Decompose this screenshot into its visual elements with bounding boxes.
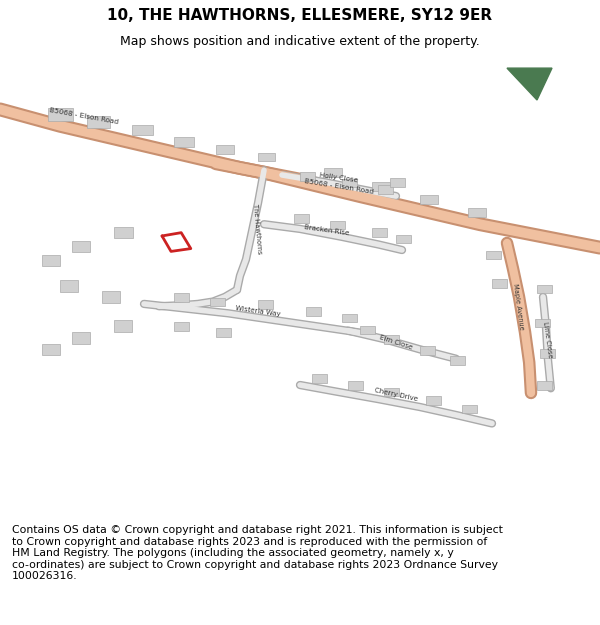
- Bar: [174, 293, 189, 301]
- Bar: [300, 172, 315, 181]
- Text: Map shows position and indicative extent of the property.: Map shows position and indicative extent…: [120, 34, 480, 48]
- Bar: [306, 307, 321, 316]
- Bar: [258, 152, 275, 161]
- Bar: [486, 251, 501, 259]
- Bar: [492, 279, 507, 288]
- Bar: [42, 255, 60, 266]
- Bar: [537, 381, 552, 390]
- Text: The Hawthorns: The Hawthorns: [251, 204, 262, 254]
- Bar: [294, 214, 309, 222]
- Bar: [420, 346, 435, 354]
- Bar: [174, 322, 189, 331]
- Text: Contains OS data © Crown copyright and database right 2021. This information is : Contains OS data © Crown copyright and d…: [12, 525, 503, 581]
- Bar: [216, 144, 234, 154]
- Text: Elm Close: Elm Close: [379, 334, 413, 351]
- Bar: [360, 326, 375, 334]
- Bar: [396, 234, 411, 243]
- Bar: [87, 116, 110, 128]
- Bar: [468, 208, 486, 217]
- Bar: [384, 335, 399, 344]
- Bar: [535, 319, 550, 328]
- Bar: [258, 300, 273, 309]
- Bar: [132, 125, 153, 135]
- Text: Cherry Drive: Cherry Drive: [374, 387, 418, 402]
- Text: Lime Close: Lime Close: [542, 321, 553, 359]
- Text: Bracken Rise: Bracken Rise: [304, 224, 350, 236]
- Bar: [378, 185, 393, 194]
- Text: B5068 - Elson Road: B5068 - Elson Road: [304, 178, 374, 195]
- Bar: [312, 374, 327, 382]
- Bar: [372, 182, 390, 191]
- Bar: [102, 291, 120, 302]
- Bar: [210, 298, 225, 306]
- Text: Maple Avenue: Maple Avenue: [512, 282, 524, 330]
- Bar: [342, 179, 357, 187]
- Bar: [540, 349, 555, 358]
- Bar: [372, 228, 387, 237]
- Bar: [174, 136, 194, 147]
- Bar: [384, 388, 399, 396]
- Bar: [390, 178, 405, 187]
- Bar: [420, 195, 438, 204]
- Bar: [114, 226, 133, 238]
- Bar: [537, 285, 552, 293]
- Bar: [48, 108, 73, 121]
- Bar: [114, 320, 132, 332]
- Bar: [72, 241, 90, 252]
- Bar: [462, 405, 477, 413]
- Bar: [330, 221, 345, 229]
- Bar: [42, 344, 60, 356]
- Bar: [426, 396, 441, 405]
- Bar: [342, 314, 357, 322]
- Text: Holly Close: Holly Close: [319, 172, 359, 183]
- Bar: [324, 168, 342, 177]
- Bar: [72, 332, 90, 344]
- Text: 10, THE HAWTHORNS, ELLESMERE, SY12 9ER: 10, THE HAWTHORNS, ELLESMERE, SY12 9ER: [107, 8, 493, 23]
- Polygon shape: [507, 68, 552, 100]
- Bar: [348, 381, 363, 390]
- Bar: [216, 328, 231, 337]
- Bar: [60, 281, 78, 292]
- Bar: [450, 356, 465, 365]
- Text: B5068 - Elson Road: B5068 - Elson Road: [49, 107, 119, 126]
- Text: Wisteria Way: Wisteria Way: [235, 305, 281, 317]
